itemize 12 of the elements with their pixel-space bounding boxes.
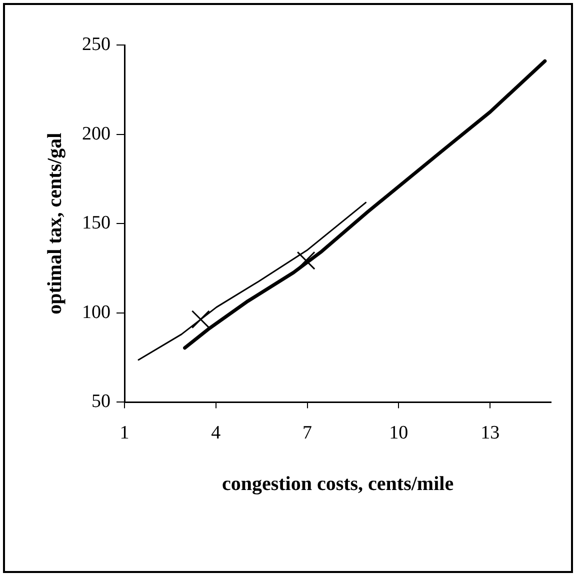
x-tick-label: 7 [302, 422, 312, 444]
y-tick-label: 200 [82, 123, 110, 144]
y-tick-label: 150 [82, 212, 110, 234]
y-tick-label: 50 [92, 391, 110, 412]
y-tick-label: 250 [82, 34, 110, 55]
x-axis-title: congestion costs, cents/mile [222, 473, 454, 496]
x-tick-label: 4 [211, 422, 222, 444]
x-tick-label: 1 [120, 422, 130, 444]
y-tick-label: 100 [82, 302, 110, 323]
x-tick-label: 10 [389, 422, 408, 444]
x-tick-label: 13 [480, 422, 500, 444]
y-axis-title: optimal tax, cents/gal [44, 132, 66, 314]
